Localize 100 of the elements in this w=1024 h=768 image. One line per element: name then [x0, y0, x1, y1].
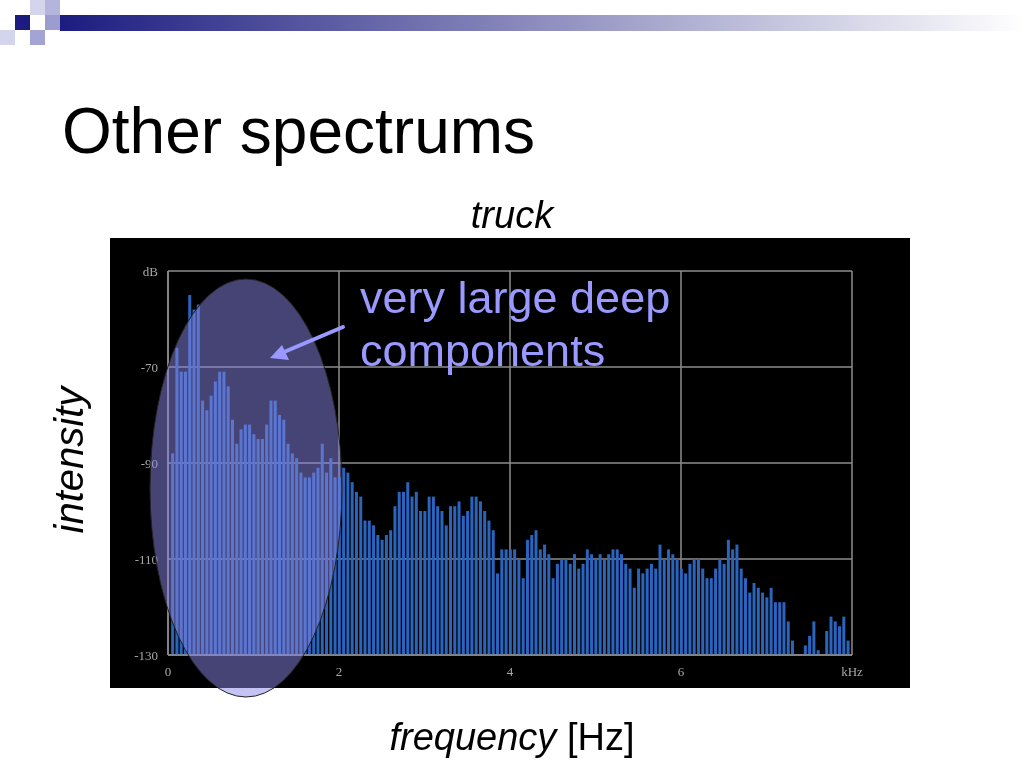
bar — [513, 549, 517, 655]
bar — [543, 544, 547, 655]
bar — [470, 496, 474, 655]
bar — [269, 400, 273, 655]
bar — [346, 472, 350, 655]
bar — [367, 520, 371, 655]
bar — [256, 439, 260, 655]
bar — [453, 506, 457, 655]
bar — [307, 477, 311, 655]
bar — [782, 602, 786, 655]
bar — [688, 563, 692, 655]
bar — [739, 568, 743, 655]
bar — [508, 549, 512, 655]
bar — [179, 371, 183, 655]
bar — [320, 443, 324, 655]
bar — [525, 539, 529, 655]
bar — [380, 539, 384, 655]
bar — [696, 559, 700, 655]
bar — [628, 568, 632, 655]
bar — [312, 472, 316, 655]
bar — [329, 458, 333, 655]
bar — [226, 386, 230, 655]
chart-subtitle: truck — [470, 194, 554, 236]
bar — [222, 371, 226, 655]
bar — [478, 501, 482, 655]
bar — [350, 482, 354, 655]
bar — [372, 525, 376, 655]
bar — [406, 482, 410, 655]
annotation: very large deep components — [360, 272, 671, 376]
bar — [188, 295, 192, 655]
bar — [175, 347, 179, 655]
bar — [611, 549, 615, 655]
bar — [615, 549, 619, 655]
x-axis-title: frequency [Hz] — [389, 716, 635, 758]
bar — [769, 587, 773, 655]
bar — [282, 419, 286, 655]
bar — [726, 539, 730, 655]
bar — [457, 501, 461, 655]
x-tick-label: 4 — [506, 664, 514, 680]
bar — [500, 549, 504, 655]
bar — [752, 583, 756, 655]
bar — [414, 491, 418, 655]
y-tick-label: dB — [142, 263, 159, 279]
bar — [393, 506, 397, 655]
chart-title: Other spectrums — [62, 95, 536, 167]
bar — [846, 640, 850, 655]
bar — [842, 616, 846, 655]
bar — [812, 621, 816, 655]
bar — [598, 554, 602, 655]
bar — [735, 544, 739, 655]
bar — [756, 587, 760, 655]
bar — [833, 621, 837, 655]
bar — [397, 491, 401, 655]
y-tick-label: -130 — [134, 647, 158, 663]
bar — [239, 429, 243, 655]
bar — [560, 559, 564, 655]
bar — [786, 621, 790, 655]
bar — [303, 477, 307, 655]
bar — [359, 496, 363, 655]
bar — [530, 535, 534, 655]
bar — [218, 371, 222, 655]
x-tick-label: 2 — [335, 664, 343, 680]
bar — [363, 520, 367, 655]
bar — [248, 424, 252, 655]
bar — [637, 568, 641, 655]
x-tick-label: 6 — [677, 664, 685, 680]
bar — [675, 559, 679, 655]
bar — [572, 554, 576, 655]
x-tick-label: kHz — [841, 664, 864, 680]
bar — [410, 496, 414, 655]
bar — [427, 496, 431, 655]
bar — [431, 496, 435, 655]
bar — [555, 563, 559, 655]
y-axis-title: intensity — [47, 386, 91, 534]
bar — [564, 559, 568, 655]
bar — [192, 309, 196, 655]
bar — [692, 559, 696, 655]
bar — [649, 563, 653, 655]
bar — [316, 467, 320, 655]
bar — [718, 559, 722, 655]
bar — [645, 568, 649, 655]
bar — [761, 592, 765, 655]
bar — [765, 597, 769, 655]
bar — [667, 549, 671, 655]
y-tick-label: -70 — [140, 359, 158, 375]
bar — [333, 477, 337, 655]
bar — [504, 549, 508, 655]
bar — [491, 530, 495, 655]
bar — [641, 573, 645, 655]
bar — [829, 616, 833, 655]
bar — [342, 467, 346, 655]
bar — [658, 544, 662, 655]
bar — [705, 578, 709, 655]
bar — [778, 602, 782, 655]
bar — [423, 511, 427, 655]
x-tick-label: 0 — [164, 664, 172, 680]
bar — [196, 304, 200, 655]
bar — [449, 506, 453, 655]
bar — [534, 530, 538, 655]
bar — [474, 496, 478, 655]
